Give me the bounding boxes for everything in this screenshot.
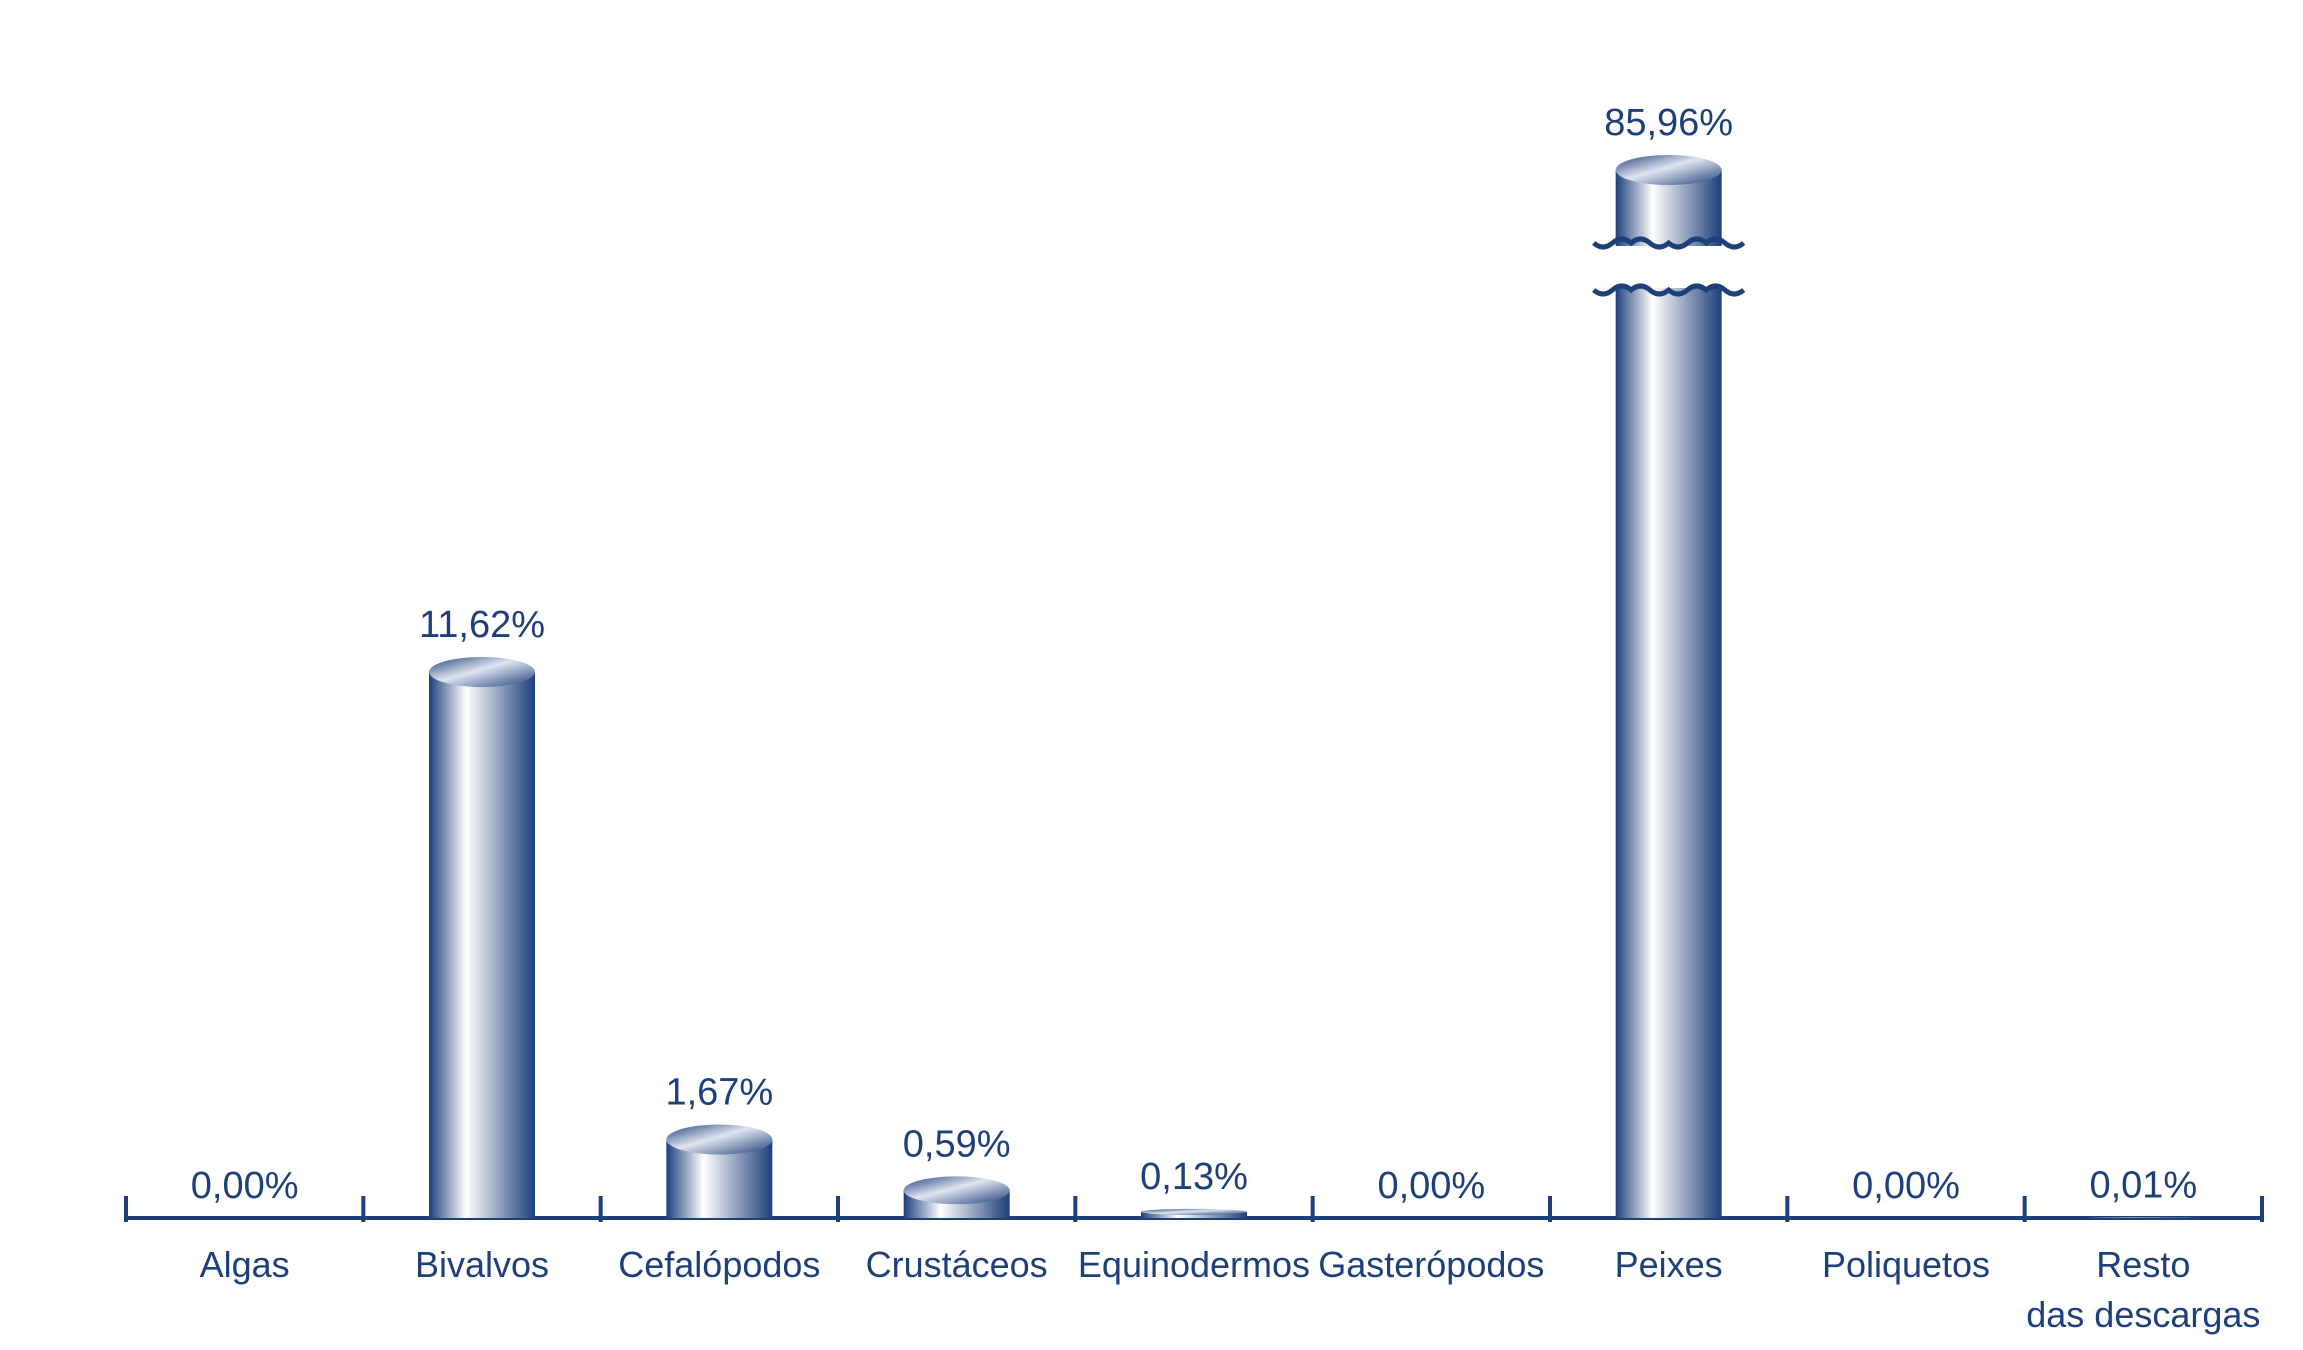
value-label: 0,59% <box>903 1123 1011 1165</box>
category-label: Bivalvos <box>414 1244 550 1285</box>
category-label: Crustáceos <box>865 1244 1048 1285</box>
value-label: 0,01% <box>2089 1164 2197 1206</box>
category-label: Equinodermos <box>1077 1244 1311 1285</box>
bar <box>666 1124 773 1218</box>
value-label: 85,96% <box>1604 102 1733 144</box>
bar <box>1141 1208 1247 1218</box>
bar <box>1592 155 1746 1218</box>
bar <box>429 657 535 1218</box>
category-label: Poliquetos <box>1821 1244 1991 1285</box>
category-label: Algas <box>199 1244 290 1285</box>
value-label: 0,13% <box>1140 1156 1248 1198</box>
value-label: 0,00% <box>191 1165 299 1207</box>
value-label: 0,00% <box>1377 1165 1485 1207</box>
bar <box>2090 1217 2197 1218</box>
value-label: 11,62% <box>419 604 545 646</box>
category-label: Gasterópodos <box>1318 1244 1545 1285</box>
category-label: Cefalópodos <box>618 1244 821 1285</box>
bar <box>903 1176 1010 1218</box>
category-label: Peixes <box>1614 1244 1723 1285</box>
value-label: 1,67% <box>665 1072 773 1114</box>
value-label: 0,00% <box>1852 1165 1960 1207</box>
category-label: Resto das descargas <box>2026 1244 2261 1335</box>
